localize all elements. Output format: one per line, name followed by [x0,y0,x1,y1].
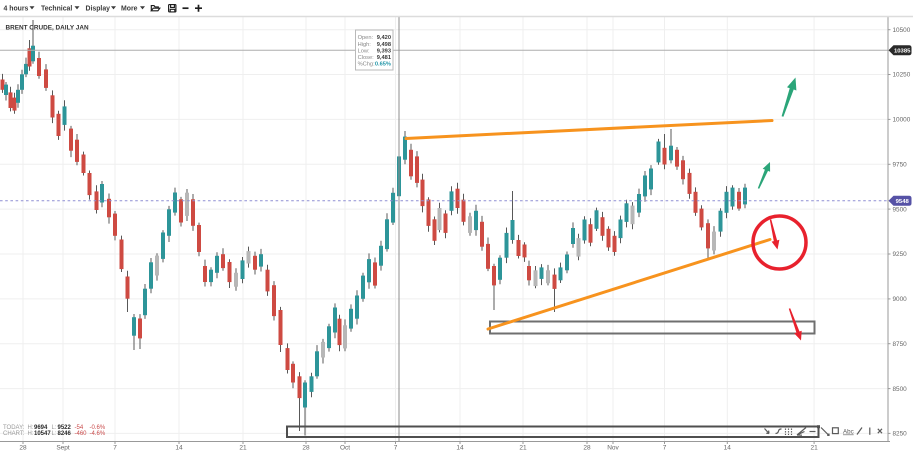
svg-text:BRENT CRUDE, DAILY JAN: BRENT CRUDE, DAILY JAN [6,25,89,32]
svg-text:9694: 9694 [34,425,48,431]
svg-text:-0.6%: -0.6% [90,425,106,431]
svg-text:0.65%: 0.65% [375,62,391,68]
svg-text:8250: 8250 [893,431,908,438]
svg-text:-54: -54 [75,425,84,431]
svg-text:Oct: Oct [340,445,350,452]
svg-text:7: 7 [663,445,667,452]
svg-text:Sept: Sept [56,445,70,452]
svg-text:TODAY:: TODAY: [3,425,25,431]
svg-text:21: 21 [810,445,818,452]
svg-text:9,498: 9,498 [377,42,391,48]
svg-text:10000: 10000 [893,117,911,124]
svg-text:More: More [121,6,138,13]
svg-text:14: 14 [175,445,183,452]
svg-text:9548: 9548 [896,199,910,205]
svg-text:14: 14 [456,445,464,452]
svg-text:Nov: Nov [607,445,619,452]
svg-text:H:: H: [28,425,34,431]
svg-text:9,481: 9,481 [377,55,391,61]
svg-text:-4.6%: -4.6% [90,431,106,437]
svg-text:10250: 10250 [893,72,911,79]
svg-text:CHART:: CHART: [3,431,25,437]
svg-text:10385: 10385 [894,49,911,55]
svg-text:21: 21 [519,445,527,452]
svg-text:-460: -460 [75,431,88,437]
svg-text:9500: 9500 [893,206,908,213]
svg-text:14: 14 [724,445,732,452]
svg-text:Abc: Abc [843,429,854,436]
svg-text:H:: H: [28,431,34,437]
svg-text:9250: 9250 [893,251,908,258]
svg-text:28: 28 [302,445,310,452]
svg-text:7: 7 [394,445,398,452]
svg-text:8246: 8246 [58,431,72,437]
svg-text:8500: 8500 [893,386,908,393]
svg-text:9000: 9000 [893,296,908,303]
svg-text:9,420: 9,420 [377,35,391,41]
svg-text:7: 7 [113,445,117,452]
svg-text:10547: 10547 [34,431,51,437]
svg-text:28: 28 [19,445,27,452]
svg-text:Open:: Open: [358,35,374,41]
svg-text:21: 21 [239,445,247,452]
svg-text:Low:: Low: [358,48,370,54]
svg-text:Technical: Technical [41,6,72,13]
svg-text:4 hours: 4 hours [4,6,29,13]
svg-text:Close:: Close: [358,55,375,61]
svg-text:10500: 10500 [893,27,911,34]
svg-text:L:: L: [52,425,57,431]
svg-text:9,393: 9,393 [377,48,391,54]
svg-text:Display: Display [86,6,111,13]
svg-text:9750: 9750 [893,162,908,169]
svg-text:%Chg:: %Chg: [358,62,375,68]
svg-text:28: 28 [583,445,591,452]
svg-text:8750: 8750 [893,341,908,348]
svg-text:High:: High: [358,42,372,48]
svg-text:9522: 9522 [58,425,72,431]
svg-text:L:: L: [52,431,57,437]
